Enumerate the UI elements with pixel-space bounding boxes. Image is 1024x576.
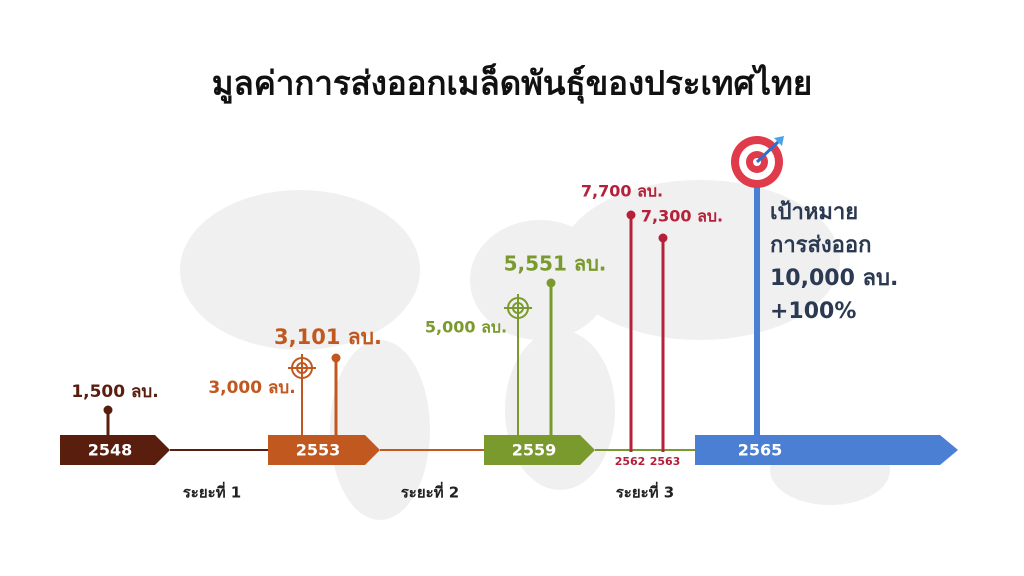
target-text: การส่งออก bbox=[770, 233, 871, 258]
value-label: 1,500 ลบ. bbox=[71, 382, 158, 402]
milestone-box bbox=[695, 435, 958, 465]
value-label: 5,551 ลบ. bbox=[504, 252, 607, 276]
target-text: เป้าหมาย bbox=[770, 200, 858, 225]
milestone-box bbox=[268, 435, 380, 465]
value-label: 7,300 ลบ. bbox=[641, 207, 723, 226]
value-label: 3,101 ลบ. bbox=[274, 325, 382, 349]
pin bbox=[504, 294, 532, 436]
year: 2548 bbox=[88, 441, 133, 460]
world-map bbox=[180, 180, 890, 520]
value-label: 5,000 ลบ. bbox=[425, 318, 507, 337]
pin bbox=[546, 278, 556, 436]
target-text: 10,000 ลบ. bbox=[770, 266, 898, 291]
year: 2563 bbox=[650, 455, 681, 468]
target-text: +100% bbox=[770, 299, 856, 324]
year: 2553 bbox=[296, 441, 341, 460]
year: 2565 bbox=[738, 441, 783, 460]
phase-label: ระยะที่ 2 bbox=[401, 482, 460, 502]
milestone-box bbox=[60, 435, 170, 465]
year: 2559 bbox=[512, 441, 557, 460]
phase-label: ระยะที่ 3 bbox=[616, 482, 675, 502]
phase-label: ระยะที่ 1 bbox=[183, 482, 242, 502]
pin bbox=[331, 353, 341, 436]
pin bbox=[626, 210, 668, 452]
target-pin bbox=[731, 136, 784, 436]
milestone-box bbox=[484, 435, 595, 465]
year: 2562 bbox=[615, 455, 646, 468]
value-label: 3,000 ลบ. bbox=[208, 378, 295, 398]
title: มูลค่าการส่งออกเมล็ดพันธุ์ของประเทศไทย bbox=[212, 63, 812, 105]
pin bbox=[288, 354, 316, 436]
value-label: 7,700 ลบ. bbox=[581, 182, 663, 201]
pin bbox=[103, 405, 113, 436]
